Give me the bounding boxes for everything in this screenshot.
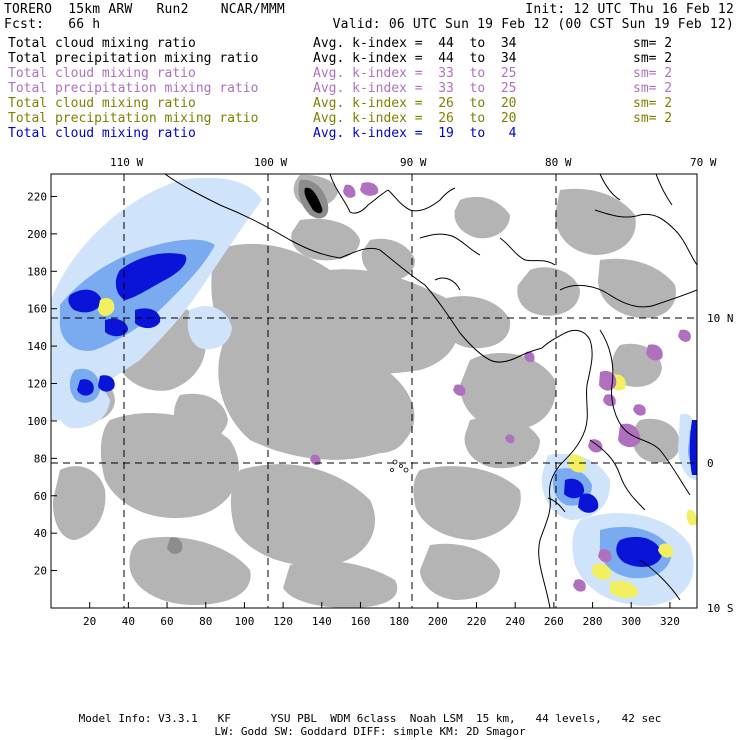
y-tick-label: 60: [34, 490, 47, 503]
y-axis: 220 200 180 160 140 120 100 80 60 40 20: [27, 190, 57, 578]
legend-row: Total cloud mixing ratio Avg. k-index = …: [8, 126, 738, 141]
x-tick-label: 280: [583, 615, 603, 628]
field-label: Total precipitation mixing ratio: [8, 51, 259, 66]
y-tick-label: 160: [27, 303, 47, 316]
kindex-range: Avg. k-index = 44 to 34: [313, 51, 517, 66]
kindex-range: Avg. k-index = 44 to 34: [313, 36, 517, 51]
y-tick-label: 40: [34, 527, 47, 540]
legend-row: Total precipitation mixing ratio Avg. k-…: [8, 81, 738, 96]
valid-time: Valid: 06 UTC Sun 19 Feb 12 (00 CST Sun …: [332, 17, 734, 32]
forecast-hour: Fcst: 66 h: [4, 17, 101, 32]
legend-row: Total precipitation mixing ratio Avg. k-…: [8, 51, 738, 66]
smoothing: sm= 2: [633, 36, 673, 51]
x-tick-label: 80: [199, 615, 212, 628]
legend-row: Total cloud mixing ratio Avg. k-index = …: [8, 96, 738, 111]
islands: [390, 459, 409, 473]
smoothing: sm= 2: [633, 96, 673, 111]
high-cloud-dense: [68, 253, 697, 567]
model-title: TORERO 15km ARW Run2 NCAR/MMM: [4, 2, 285, 17]
lon-label: 100 W: [254, 156, 287, 169]
field-label: Total precipitation mixing ratio: [8, 111, 259, 126]
legend-row: Total cloud mixing ratio Avg. k-index = …: [8, 36, 738, 51]
x-tick-label: 120: [273, 615, 293, 628]
lat-lon-grid: [51, 174, 697, 608]
lat-label: 0: [707, 457, 714, 470]
map-frame: [50, 173, 698, 609]
smoothing: sm= 2: [633, 111, 673, 126]
lon-label: 90 W: [400, 156, 427, 169]
model-info-line2: LW: Godd SW: Goddard DIFF: simple KM: 2D…: [214, 725, 526, 738]
y-tick-label: 140: [27, 340, 47, 353]
y-tick-label: 80: [34, 452, 47, 465]
lon-label: 110 W: [110, 156, 143, 169]
mid-cloud-field: [310, 182, 691, 592]
yellow-field: [98, 298, 697, 598]
x-tick-label: 140: [312, 615, 332, 628]
y-tick-label: 100: [27, 415, 47, 428]
coastlines: [164, 174, 697, 608]
field-label: Total cloud mixing ratio: [8, 96, 196, 111]
kindex-range: Avg. k-index = 26 to 20: [313, 111, 517, 126]
lon-label: 80 W: [545, 156, 572, 169]
kindex-range: Avg. k-index = 26 to 20: [313, 96, 517, 111]
legend-row: Total precipitation mixing ratio Avg. k-…: [8, 111, 738, 126]
smoothing: sm= 2: [633, 81, 673, 96]
x-tick-label: 300: [621, 615, 641, 628]
smoothing: sm= 2: [633, 66, 673, 81]
y-tick-label: 180: [27, 265, 47, 278]
x-tick-label: 220: [467, 615, 487, 628]
init-time: Init: 12 UTC Thu 16 Feb 12: [525, 2, 734, 17]
kindex-range: Avg. k-index = 33 to 25: [313, 81, 517, 96]
model-info-line1: Model Info: V3.3.1 KF YSU PBL WDM 6class…: [78, 712, 662, 725]
kindex-range: Avg. k-index = 19 to 4: [313, 126, 517, 141]
lat-label: 10 N: [707, 312, 734, 325]
x-tick-label: 40: [122, 615, 135, 628]
y-tick-label: 20: [34, 565, 47, 578]
forecast-map: 110 W 100 W 90 W 80 W 70 W: [27, 156, 734, 628]
low-cloud-field: [52, 174, 680, 608]
field-label: Total cloud mixing ratio: [8, 36, 196, 51]
field-label: Total precipitation mixing ratio: [8, 81, 259, 96]
x-tick-label: 200: [428, 615, 448, 628]
terrain-peak: [304, 187, 323, 214]
x-tick-label: 160: [351, 615, 371, 628]
smoothing: sm= 2: [633, 51, 673, 66]
x-axis: 20 40 60 80 100 120 140 160 180 200 220 240 260 280 30…: [83, 602, 680, 628]
x-tick-label: 260: [544, 615, 564, 628]
field-label: Total cloud mixing ratio: [8, 126, 196, 141]
x-tick-label: 20: [83, 615, 96, 628]
x-tick-label: 320: [660, 615, 680, 628]
y-tick-label: 220: [27, 190, 47, 203]
x-tick-label: 180: [389, 615, 409, 628]
x-tick-label: 60: [160, 615, 173, 628]
legend-row: Total cloud mixing ratio Avg. k-index = …: [8, 66, 738, 81]
field-label: Total cloud mixing ratio: [8, 66, 196, 81]
lon-label: 70 W: [690, 156, 717, 169]
y-tick-label: 120: [27, 378, 47, 391]
x-tick-label: 100: [234, 615, 254, 628]
y-tick-label: 200: [27, 228, 47, 241]
lat-label: 10 S: [707, 602, 734, 615]
kindex-range: Avg. k-index = 33 to 25: [313, 66, 517, 81]
map-fields: [51, 174, 697, 608]
x-tick-label: 240: [505, 615, 525, 628]
